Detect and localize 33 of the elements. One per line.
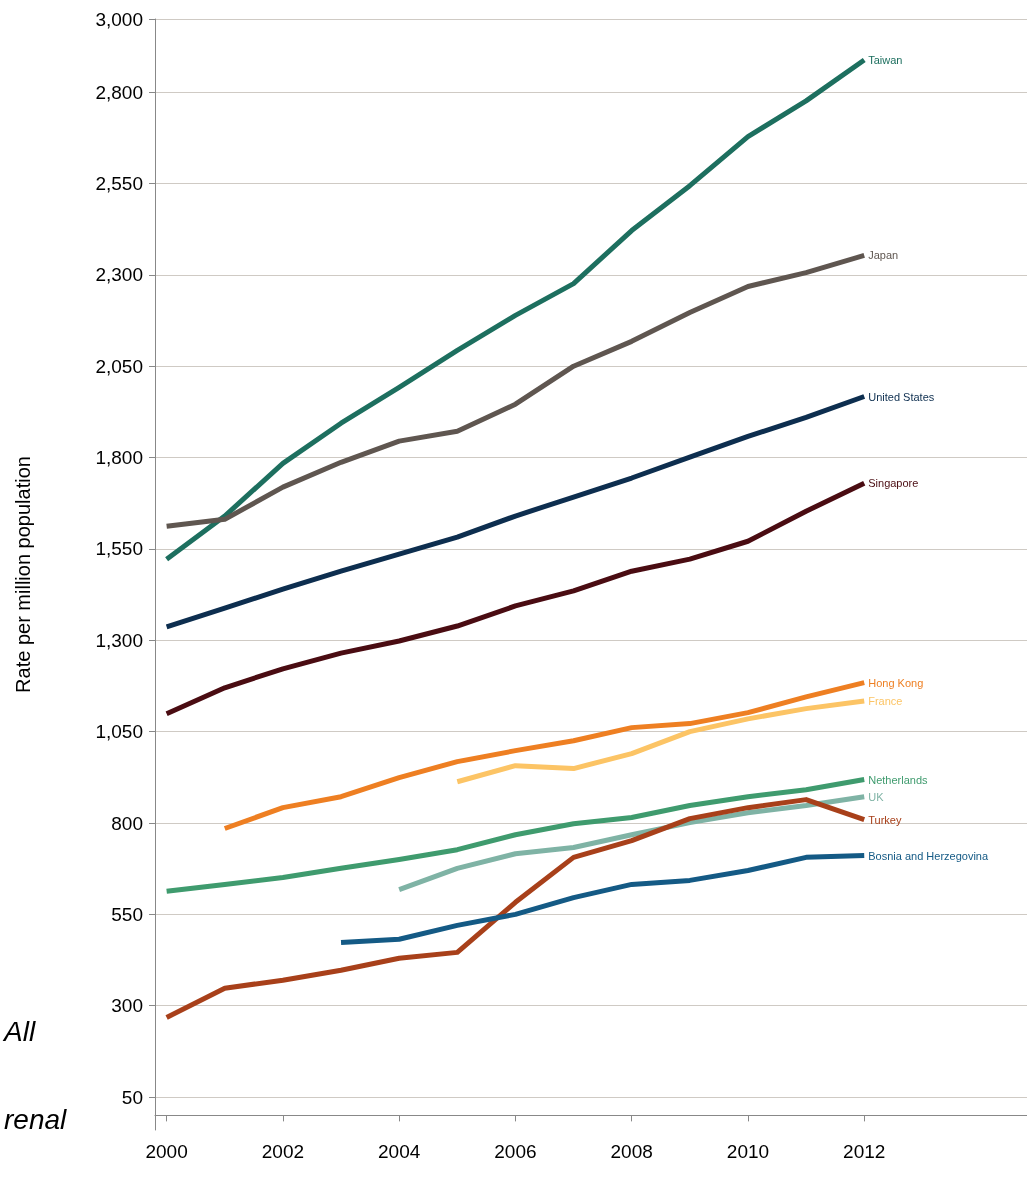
- y-tick-label: 50: [121, 1086, 143, 1108]
- y-tick-label: 1,800: [95, 447, 143, 469]
- series-label: UK: [868, 790, 885, 803]
- y-tick-label: 800: [111, 812, 143, 834]
- x-tick-label: 2000: [145, 1141, 188, 1162]
- y-tick-label: 2,550: [95, 172, 143, 194]
- y-tick-label: 300: [111, 995, 143, 1017]
- y-axis-title: Rate per million population: [12, 456, 34, 693]
- series-label: France: [868, 694, 903, 707]
- series-label: Hong Kong: [868, 676, 924, 689]
- x-tick-label: 2010: [726, 1141, 770, 1162]
- series-label: Japan: [868, 249, 899, 262]
- y-tick-label: 3,000: [95, 8, 143, 30]
- text: renal: [4, 1103, 68, 1135]
- series-label: Taiwan: [868, 53, 903, 66]
- x-tick-label: 2004: [378, 1141, 421, 1162]
- y-tick-label: 1,300: [95, 629, 143, 651]
- x-tick-label: 2002: [261, 1141, 305, 1162]
- series-label: Bosnia and Herzegovina: [868, 849, 989, 862]
- y-tick-label: 1,050: [95, 721, 143, 743]
- x-tick-label: 2008: [610, 1141, 653, 1162]
- y-tick-label: 1,550: [95, 538, 143, 560]
- series-label: United States: [868, 390, 935, 403]
- y-tick-label: 2,800: [95, 81, 143, 103]
- series-label: Netherlands: [868, 773, 929, 786]
- series-label: Turkey: [868, 813, 902, 826]
- x-tick-label: 2006: [494, 1141, 537, 1162]
- y-tick-label: 550: [111, 903, 143, 925]
- series-label: Singapore: [868, 477, 919, 490]
- text: All: [2, 1015, 36, 1047]
- y-tick-label: 2,300: [95, 264, 143, 286]
- x-tick-label: 2012: [843, 1141, 886, 1162]
- y-tick-label: 2,050: [95, 355, 143, 377]
